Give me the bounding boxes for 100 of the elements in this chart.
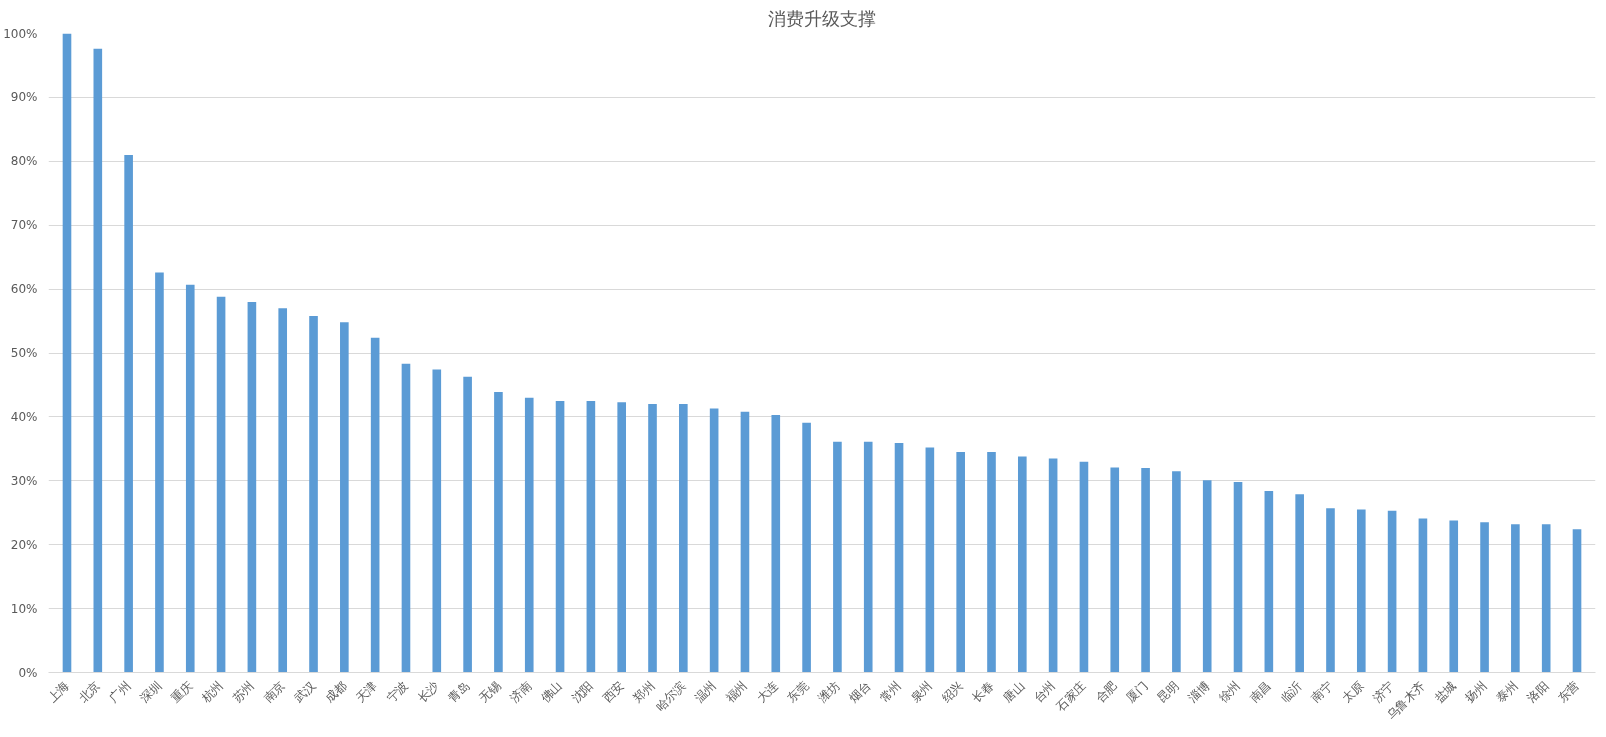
bar xyxy=(586,400,596,673)
x-tick-label: 淄博 xyxy=(1185,678,1213,706)
bar xyxy=(1572,529,1582,673)
x-tick-label: 绍兴 xyxy=(938,678,966,706)
y-tick-label: 60% xyxy=(10,282,38,297)
bar xyxy=(216,296,226,673)
x-tick-label: 常州 xyxy=(877,678,904,706)
y-tick-label: 20% xyxy=(10,537,38,552)
bar xyxy=(340,322,349,673)
x-tick-label: 青岛 xyxy=(445,678,473,706)
bar xyxy=(987,452,996,673)
x-tick-label: 徐州 xyxy=(1216,678,1243,706)
x-tick-label: 大连 xyxy=(753,678,781,706)
bar xyxy=(93,48,103,673)
x-tick-label: 南京 xyxy=(260,678,288,706)
bar xyxy=(463,376,472,673)
x-tick-label: 西安 xyxy=(599,678,627,706)
bar xyxy=(833,441,842,673)
x-tick-label: 杭州 xyxy=(198,678,227,707)
y-tick-label: 40% xyxy=(10,409,38,424)
bar xyxy=(1511,524,1520,673)
x-tick-label: 扬州 xyxy=(1462,678,1490,706)
x-tick-label: 成都 xyxy=(322,678,350,706)
bar xyxy=(247,301,257,673)
bar xyxy=(1326,508,1335,673)
x-tick-label: 盐城 xyxy=(1431,678,1459,706)
bar xyxy=(709,408,719,673)
x-tick-label: 合肥 xyxy=(1092,678,1120,706)
x-tick-label: 郑州 xyxy=(630,678,658,706)
bar xyxy=(1418,518,1428,673)
bar xyxy=(401,363,411,673)
x-tick-label: 泰州 xyxy=(1493,678,1521,706)
bar xyxy=(124,154,133,673)
bar xyxy=(555,400,565,673)
bar xyxy=(648,404,657,673)
bar xyxy=(155,272,164,673)
x-tick-label: 南宁 xyxy=(1308,678,1336,706)
x-tick-label: 洛阳 xyxy=(1524,678,1552,706)
bar xyxy=(1387,510,1397,673)
bar xyxy=(894,443,904,673)
x-tick-label: 沈阳 xyxy=(568,678,596,706)
y-tick-label: 10% xyxy=(10,601,38,616)
bar xyxy=(925,447,935,673)
bar xyxy=(1356,509,1366,673)
bar xyxy=(1141,468,1150,673)
bar xyxy=(1233,482,1243,673)
bar xyxy=(309,315,318,673)
y-tick-label: 90% xyxy=(10,90,38,105)
y-tick-label: 0% xyxy=(18,665,38,680)
x-tick-label: 天津 xyxy=(353,678,381,706)
x-tick-label: 厦门 xyxy=(1123,678,1151,706)
bar xyxy=(771,414,781,673)
bar xyxy=(524,397,534,673)
x-tick-label: 佛山 xyxy=(538,678,566,706)
bar xyxy=(802,422,811,673)
x-tick-label: 北京 xyxy=(75,678,103,706)
bar xyxy=(1480,522,1489,673)
x-tick-label: 福州 xyxy=(723,678,750,706)
bar xyxy=(1264,491,1274,673)
bar xyxy=(679,404,688,673)
x-tick-label: 东营 xyxy=(1555,678,1582,706)
x-tick-label: 重庆 xyxy=(168,678,196,706)
bar xyxy=(1202,480,1212,673)
x-tick-label: 长春 xyxy=(969,678,997,706)
bar xyxy=(1449,520,1459,673)
x-tick-label: 上海 xyxy=(45,678,72,706)
bar xyxy=(1172,471,1181,673)
x-tick-label: 无锡 xyxy=(476,678,504,706)
bar xyxy=(370,337,380,673)
x-tick-label: 宁波 xyxy=(384,678,411,706)
x-tick-label: 苏州 xyxy=(229,678,257,706)
bar xyxy=(1079,461,1089,673)
bar xyxy=(863,441,873,673)
x-tick-label: 长沙 xyxy=(414,678,442,706)
x-tick-label: 太原 xyxy=(1339,678,1367,706)
y-tick-label: 50% xyxy=(10,346,38,360)
chart-title: 消费升级支撑 xyxy=(768,7,876,29)
bar xyxy=(1017,456,1027,673)
bar xyxy=(740,411,750,673)
bar xyxy=(1048,458,1058,673)
x-tick-label: 南昌 xyxy=(1246,678,1274,706)
bar xyxy=(1295,494,1304,673)
x-tick-label: 泉州 xyxy=(907,678,935,706)
x-tick-label: 昆明 xyxy=(1154,678,1182,706)
y-tick-label: 80% xyxy=(10,154,38,169)
bar xyxy=(1541,524,1551,673)
x-tick-label: 武汉 xyxy=(291,678,319,706)
y-tick-label: 70% xyxy=(10,218,38,233)
x-tick-label: 唐山 xyxy=(1000,678,1028,706)
bar xyxy=(432,369,442,673)
bar xyxy=(494,391,503,673)
x-tick-label: 临沂 xyxy=(1277,678,1305,706)
bar xyxy=(956,452,965,673)
x-tick-label: 深圳 xyxy=(137,678,165,706)
bar xyxy=(278,308,288,673)
x-tick-label: 广州 xyxy=(106,678,134,706)
bar xyxy=(62,33,72,673)
x-tick-label: 温州 xyxy=(692,678,720,706)
x-tick-label: 济南 xyxy=(507,678,535,706)
x-tick-label: 潍坊 xyxy=(815,678,843,706)
